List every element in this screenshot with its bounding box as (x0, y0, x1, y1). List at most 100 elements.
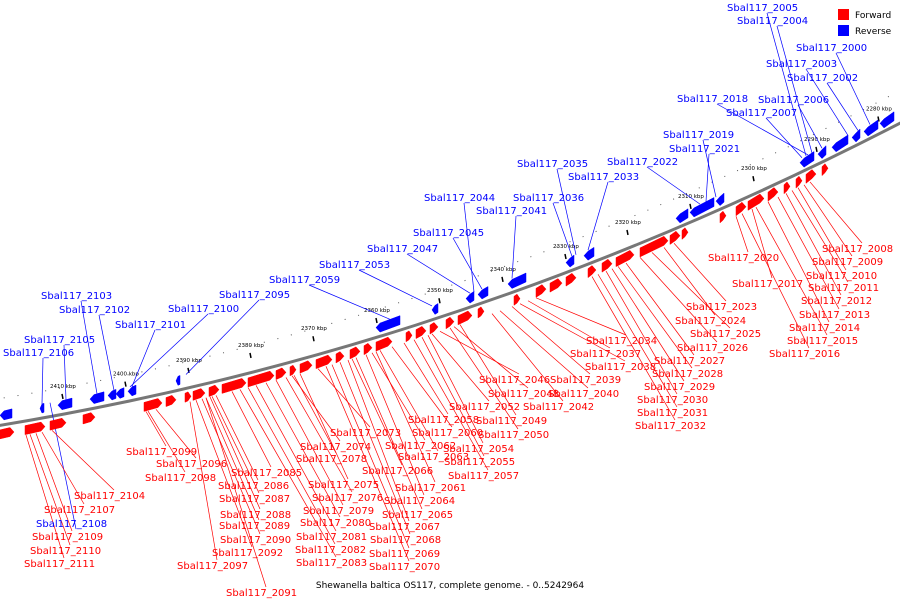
gene-label: Sbal117_2089 (219, 521, 290, 532)
leader-line (358, 269, 433, 307)
gene-label: Sbal117_2047 (367, 244, 438, 255)
gene-label: Sbal117_2020 (708, 253, 779, 264)
leader-line (705, 153, 710, 202)
reverse-gene-arrow (879, 111, 895, 129)
forward-gene-arrow (457, 310, 473, 326)
reverse-gene-arrow (831, 134, 849, 153)
leader-line (355, 357, 423, 510)
gene-label: Sbal117_2078 (296, 454, 367, 465)
tick-label: 2390 kbp (176, 358, 202, 364)
leader-line (98, 314, 115, 391)
forward-gene-arrow (24, 421, 46, 435)
gene-label: Sbal117_2039 (550, 375, 621, 386)
forward-gene-arrow (783, 181, 791, 195)
gene-label: Sbal117_2104 (74, 491, 145, 502)
gene-label: Sbal117_2003 (766, 59, 837, 70)
leader-line (511, 215, 517, 279)
leader-line (449, 327, 519, 430)
forward-gene-arrow (615, 250, 635, 268)
forward-gene-arrow (821, 163, 829, 177)
forward-gene-arrow (184, 391, 192, 403)
gene-label: Sbal117_2070 (369, 562, 440, 573)
tick-mark (815, 146, 818, 153)
gene-label: Sbal117_2054 (443, 444, 514, 455)
gene-arrows (0, 111, 895, 440)
leader-line (231, 391, 272, 468)
legend-reverse-label: Reverse (855, 27, 892, 37)
leader-line (421, 336, 485, 457)
leader-line (205, 397, 267, 588)
gene-label: Sbal117_2013 (799, 310, 870, 321)
leader-line (375, 351, 436, 483)
gene-label: Sbal117_2073 (330, 428, 401, 439)
gene-label: Sbal117_2017 (732, 279, 803, 290)
leader-line (552, 202, 573, 257)
leader-line (351, 358, 403, 466)
forward-gene-arrow (747, 193, 765, 211)
leader-line (511, 306, 591, 375)
forward-gene-arrow (165, 395, 177, 407)
gene-label: Sbal117_2034 (586, 336, 657, 347)
leader-line (247, 387, 336, 545)
leader-line (308, 284, 391, 320)
gene-label: Sbal117_2053 (319, 260, 390, 271)
leader-line (145, 411, 167, 447)
leader-line (35, 433, 73, 532)
leader-line (29, 434, 71, 546)
tick-label: 2340 kbp (490, 267, 516, 273)
tick-label: 2400 kbp (113, 372, 139, 378)
tick-label: 2410 kbp (50, 384, 76, 390)
leader-line (155, 409, 197, 459)
leader-line (209, 396, 261, 510)
gene-label: Sbal117_2033 (568, 172, 639, 183)
forward-gene-arrow (669, 230, 681, 245)
gene-label: Sbal117_2063 (398, 452, 469, 463)
reverse-gene-arrow (39, 402, 45, 414)
leader-line (611, 268, 685, 382)
leader-line (195, 400, 253, 548)
leader-line (826, 82, 859, 131)
leader-line (453, 326, 529, 389)
tick-label: 2300 kbp (741, 166, 767, 172)
gene-label: Sbal117_2050 (478, 430, 549, 441)
leader-line (519, 303, 626, 362)
gene-label: Sbal117_2015 (787, 336, 858, 347)
leader-line (185, 299, 260, 375)
tick-mark (877, 116, 880, 122)
reverse-gene-arrow (583, 246, 595, 261)
reverse-gene-arrow (715, 192, 725, 206)
gene-label: Sbal117_2052 (449, 402, 520, 413)
leader-line (597, 274, 678, 408)
leader-line (427, 335, 484, 444)
leader-line (189, 401, 218, 561)
leader-line (741, 213, 810, 349)
gene-label: Sbal117_2088 (220, 510, 291, 521)
forward-gene-arrow (82, 412, 96, 425)
gene-label: Sbal117_2087 (219, 494, 290, 505)
leader-line (439, 330, 520, 375)
leader-line (535, 297, 627, 336)
leader-line (431, 333, 490, 402)
leader-line (617, 266, 693, 369)
forward-gene-arrow (49, 417, 67, 431)
gene-label: Sbal117_2055 (444, 457, 515, 468)
reverse-gene-arrow (375, 315, 401, 333)
gene-label: Sbal117_2099 (126, 447, 197, 458)
gene-label: Sbal117_2103 (41, 291, 112, 302)
gene-label: Sbal117_2045 (413, 228, 484, 239)
gene-label: Sbal117_2038 (585, 362, 656, 373)
leader-line (639, 257, 718, 343)
leader-line (63, 344, 67, 400)
leader-line (716, 103, 809, 156)
leader-line (379, 350, 439, 452)
reverse-gene-arrow (465, 290, 475, 304)
forward-gene-arrow (375, 336, 393, 352)
gene-label: Sbal117_2010 (806, 271, 877, 282)
reverse-gene-arrow (565, 254, 575, 268)
leader-line (499, 310, 589, 389)
gene-label: Sbal117_2005 (727, 3, 798, 14)
leader-line (201, 398, 261, 535)
reverse-gene-arrow (107, 388, 117, 401)
reverse-gene-arrow (817, 145, 827, 159)
